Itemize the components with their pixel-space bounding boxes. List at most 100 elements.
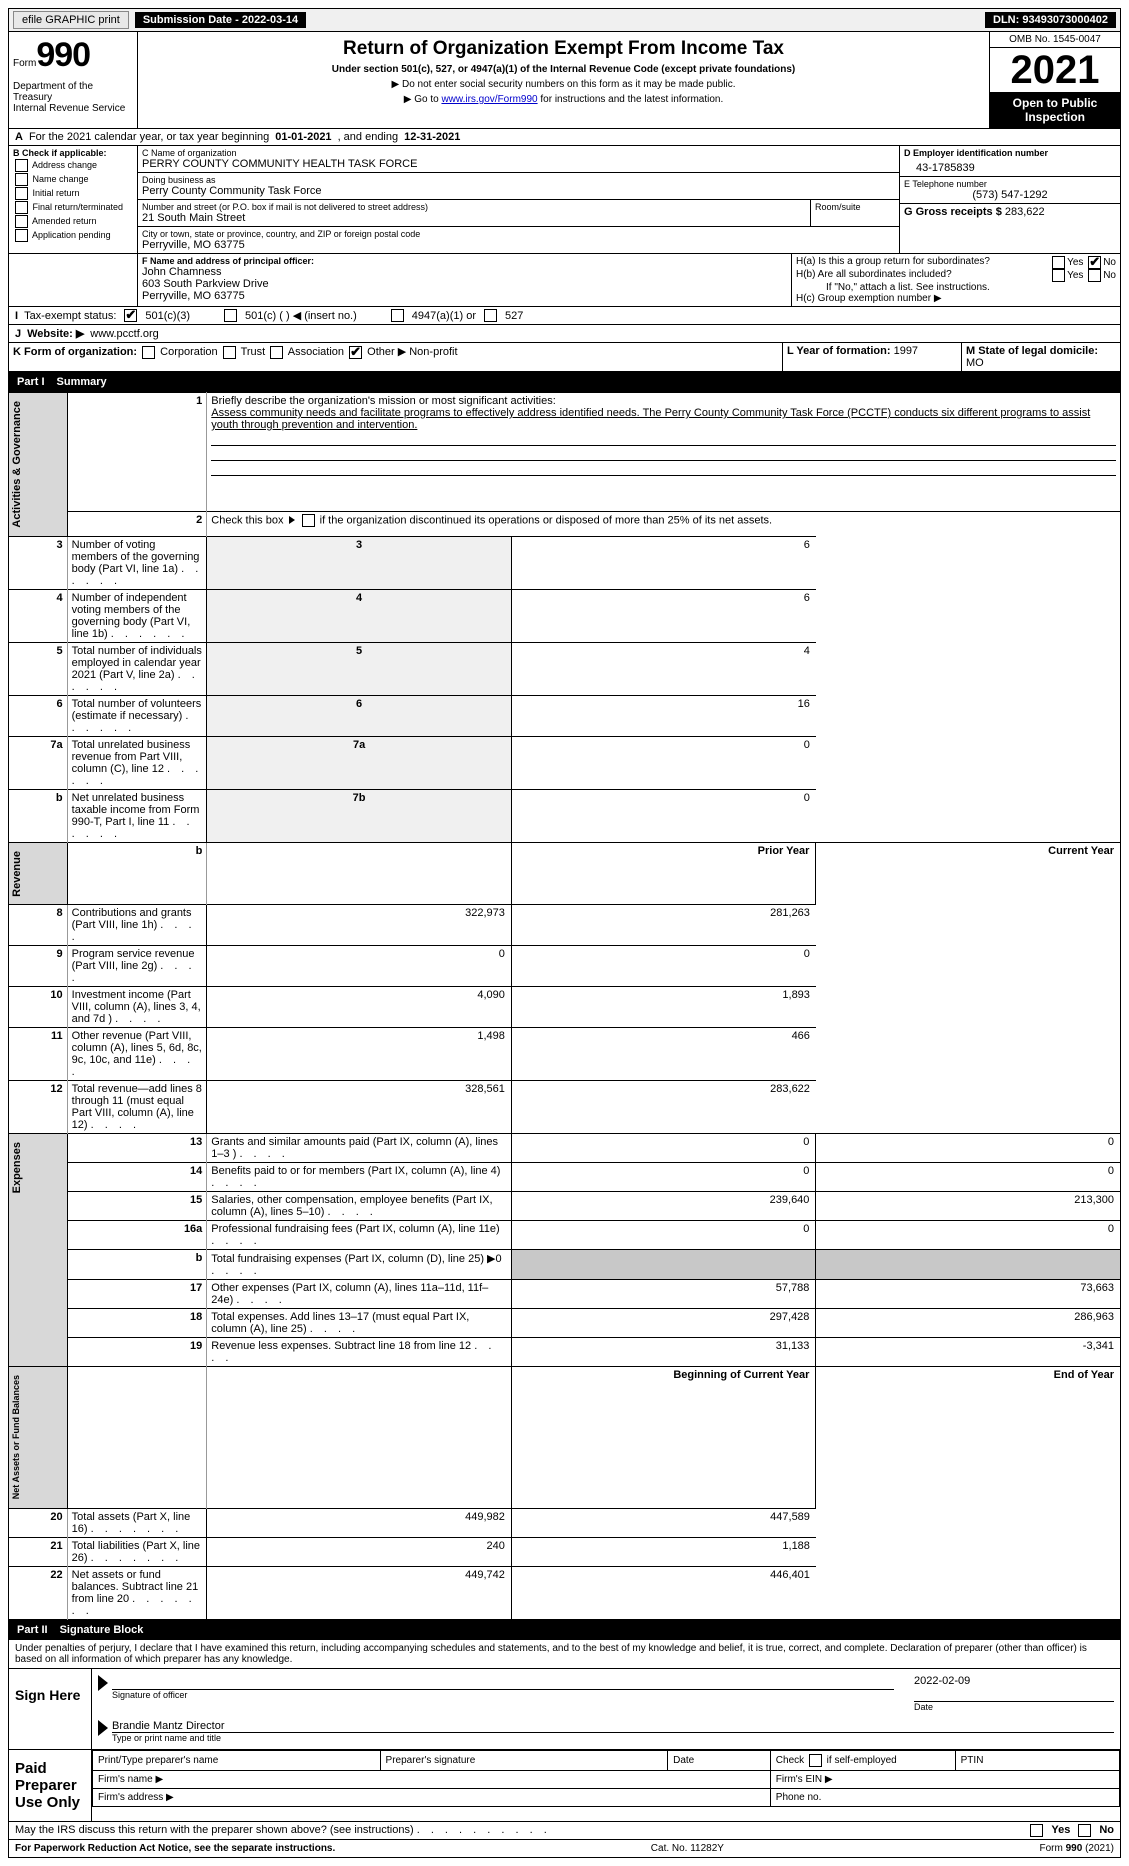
ha-yes[interactable]: [1052, 256, 1065, 269]
table-row: 6Total number of volunteers (estimate if…: [9, 695, 1121, 736]
arrow-icon: [98, 1675, 108, 1691]
part-ii-title: Signature Block: [60, 1624, 144, 1636]
l2-text: Check this box if the organization disco…: [207, 511, 1121, 536]
side-revenue: Revenue: [9, 843, 25, 905]
form-subtitle: Under section 501(c), 527, or 4947(a)(1)…: [146, 64, 981, 75]
website-label: Website: ▶: [27, 327, 84, 340]
chk-initial-return[interactable]: [15, 187, 28, 200]
chk-trust[interactable]: [223, 346, 236, 359]
paperwork-notice: For Paperwork Reduction Act Notice, see …: [15, 1843, 335, 1854]
open-inspection: Open to Public Inspection: [990, 92, 1120, 128]
irs-link[interactable]: www.irs.gov/Form990: [441, 94, 537, 105]
ein-label: D Employer identification number: [904, 148, 1048, 158]
form-header: Form990 Department of the Treasury Inter…: [8, 32, 1121, 129]
col-current: Current Year: [816, 842, 1121, 905]
table-row: 16aProfessional fundraising fees (Part I…: [9, 1221, 1121, 1250]
dba-label: Doing business as: [142, 175, 895, 185]
l1-mission: Assess community needs and facilitate pr…: [211, 407, 1090, 431]
col-end: End of Year: [816, 1367, 1121, 1508]
top-toolbar: efile GRAPHIC print Submission Date - 20…: [8, 8, 1121, 32]
chk-501c3[interactable]: [124, 309, 137, 322]
chk-final-return[interactable]: [15, 201, 28, 214]
city-label: City or town, state or province, country…: [142, 229, 895, 239]
table-row: bNet unrelated business taxable income f…: [9, 789, 1121, 842]
form-number: 990: [36, 36, 90, 74]
chk-assoc[interactable]: [270, 346, 283, 359]
chk-4947[interactable]: [391, 309, 404, 322]
chk-discontinued[interactable]: [302, 514, 315, 527]
table-row: 18Total expenses. Add lines 13–17 (must …: [9, 1309, 1121, 1338]
form-org-label: K Form of organization:: [13, 346, 137, 358]
hb-yes[interactable]: [1052, 269, 1065, 282]
table-row: 3Number of voting members of the governi…: [9, 536, 1121, 589]
part-i-header: Part I Summary: [8, 372, 1121, 392]
officer-label: F Name and address of principal officer:: [142, 256, 314, 266]
table-row: 11Other revenue (Part VIII, column (A), …: [9, 1028, 1121, 1081]
phone-label: E Telephone number: [904, 179, 1116, 189]
entity-info-block: B Check if applicable: Address change Na…: [8, 146, 1121, 254]
part-i-title: Summary: [57, 376, 107, 388]
table-row: 22Net assets or fund balances. Subtract …: [9, 1566, 1121, 1619]
table-row: 21Total liabilities (Part X, line 26) . …: [9, 1537, 1121, 1566]
prep-date-label: Date: [668, 1750, 771, 1770]
form-title: Return of Organization Exempt From Incom…: [146, 38, 981, 60]
sig-officer-label: Signature of officer: [112, 1690, 894, 1700]
firm-addr-label: Firm's address ▶: [93, 1788, 771, 1806]
hb-no[interactable]: [1088, 269, 1101, 282]
arrow-icon: [289, 516, 295, 524]
chk-name-change[interactable]: [15, 173, 28, 186]
chk-app-pending[interactable]: [15, 229, 28, 242]
ha-no[interactable]: [1088, 256, 1101, 269]
line-i: I Tax-exempt status: 501(c)(3) 501(c) ( …: [8, 307, 1121, 325]
efile-print-button[interactable]: efile GRAPHIC print: [13, 11, 129, 29]
year-formation-val: 1997: [894, 345, 918, 357]
phone-value: (573) 547-1292: [904, 189, 1116, 201]
line-a-period: A For the 2021 calendar year, or tax yea…: [8, 129, 1121, 146]
firm-name-label: Firm's name ▶: [93, 1770, 771, 1788]
table-row: 10Investment income (Part VIII, column (…: [9, 987, 1121, 1028]
line-j: J Website: ▶ www.pcctf.org: [8, 325, 1121, 343]
ein-value: 43-1785839: [904, 158, 1116, 174]
tax-status-label: Tax-exempt status:: [24, 310, 116, 322]
chk-501c[interactable]: [224, 309, 237, 322]
chk-other[interactable]: [349, 346, 362, 359]
state-domicile-label: M State of legal domicile:: [966, 345, 1098, 357]
table-row: 4Number of independent voting members of…: [9, 589, 1121, 642]
dln-label: DLN: 93493073000402: [985, 12, 1116, 28]
firm-ein-label: Firm's EIN ▶: [770, 1770, 1119, 1788]
discuss-yes[interactable]: [1030, 1824, 1043, 1837]
officer-name: John Chamness: [142, 266, 787, 278]
box-b: B Check if applicable: Address change Na…: [9, 146, 138, 253]
prep-name-label: Print/Type preparer's name: [93, 1750, 381, 1770]
table-row: 20Total assets (Part X, line 16) . . . .…: [9, 1508, 1121, 1537]
tax-year: 2021: [990, 48, 1120, 92]
table-row: 9Program service revenue (Part VIII, lin…: [9, 946, 1121, 987]
side-net: Net Assets or Fund Balances: [9, 1367, 23, 1507]
website-value: www.pcctf.org: [90, 328, 158, 340]
ha-label: H(a) Is this a group return for subordin…: [796, 256, 1050, 267]
hb-label: H(b) Are all subordinates included?: [796, 269, 1050, 280]
form-note1: ▶ Do not enter social security numbers o…: [146, 79, 981, 90]
org-name: PERRY COUNTY COMMUNITY HEALTH TASK FORCE: [142, 158, 895, 170]
sign-here-label: Sign Here: [9, 1669, 92, 1749]
chk-amended[interactable]: [15, 215, 28, 228]
officer-name-title: Brandie Mantz Director: [112, 1720, 1114, 1732]
chk-address-change[interactable]: [15, 159, 28, 172]
dept-label: Department of the Treasury Internal Reve…: [13, 81, 133, 114]
table-row: 19Revenue less expenses. Subtract line 1…: [9, 1338, 1121, 1367]
year-formation-label: L Year of formation:: [787, 345, 891, 357]
table-row: bTotal fundraising expenses (Part IX, co…: [9, 1250, 1121, 1280]
hb-note: If "No," attach a list. See instructions…: [796, 282, 1116, 293]
sig-date-value: 2022-02-09: [914, 1675, 1114, 1687]
discuss-no[interactable]: [1078, 1824, 1091, 1837]
arrow-icon: [98, 1720, 108, 1736]
chk-self-employed[interactable]: [809, 1754, 822, 1767]
discuss-label: May the IRS discuss this return with the…: [15, 1824, 414, 1836]
omb-number: OMB No. 1545-0047: [990, 32, 1120, 48]
table-row: 12Total revenue—add lines 8 through 11 (…: [9, 1081, 1121, 1134]
officer-addr2: Perryville, MO 63775: [142, 290, 787, 302]
chk-corp[interactable]: [142, 346, 155, 359]
dba-value: Perry County Community Task Force: [142, 185, 895, 197]
prep-self-emp: Check if self-employed: [770, 1750, 955, 1770]
chk-527[interactable]: [484, 309, 497, 322]
